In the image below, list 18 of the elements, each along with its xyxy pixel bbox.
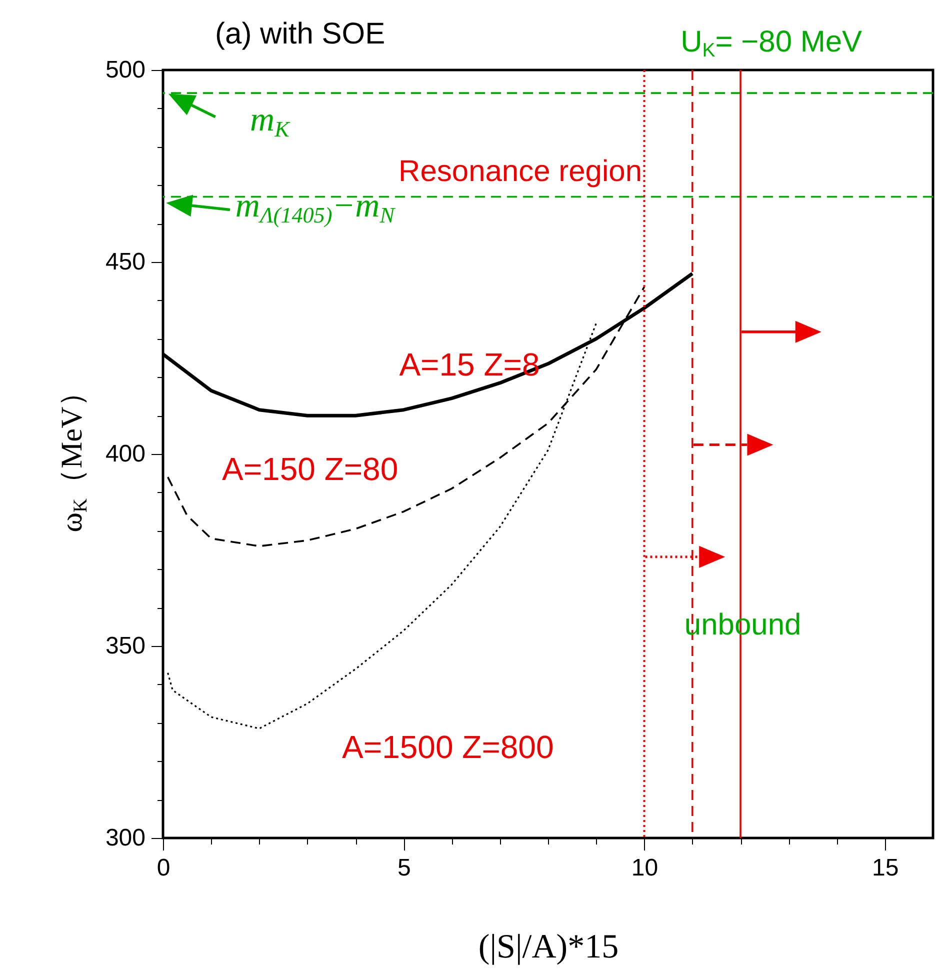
series-label: A=150 Z=80 [222,451,398,488]
y-tick-label: 300 [105,824,146,852]
y-tick-label: 400 [105,440,146,468]
ref-line-label: m$_{Λ(1405)}$−m$_{N}$ [235,188,396,228]
x-tick-label: 15 [872,854,899,882]
x-tick-label: 10 [631,854,658,882]
series-label: A=15 Z=8 [399,346,540,383]
x-tick-label: 5 [397,854,411,882]
chart-title: (a) with SOE [215,18,386,51]
x-tick-label: 0 [156,854,170,882]
x-axis-title: (|S|/A)*15 [478,928,619,966]
text: U$_{K}$= −80 MeV [680,25,862,62]
y-tick-label: 450 [105,248,146,276]
y-tick-label: 350 [105,632,146,660]
series-label: A=1500 Z=800 [342,729,554,766]
legend-label: m$_{K}$ [250,102,291,142]
y-tick-label: 500 [105,56,146,84]
annotation: Resonance region [398,155,642,188]
